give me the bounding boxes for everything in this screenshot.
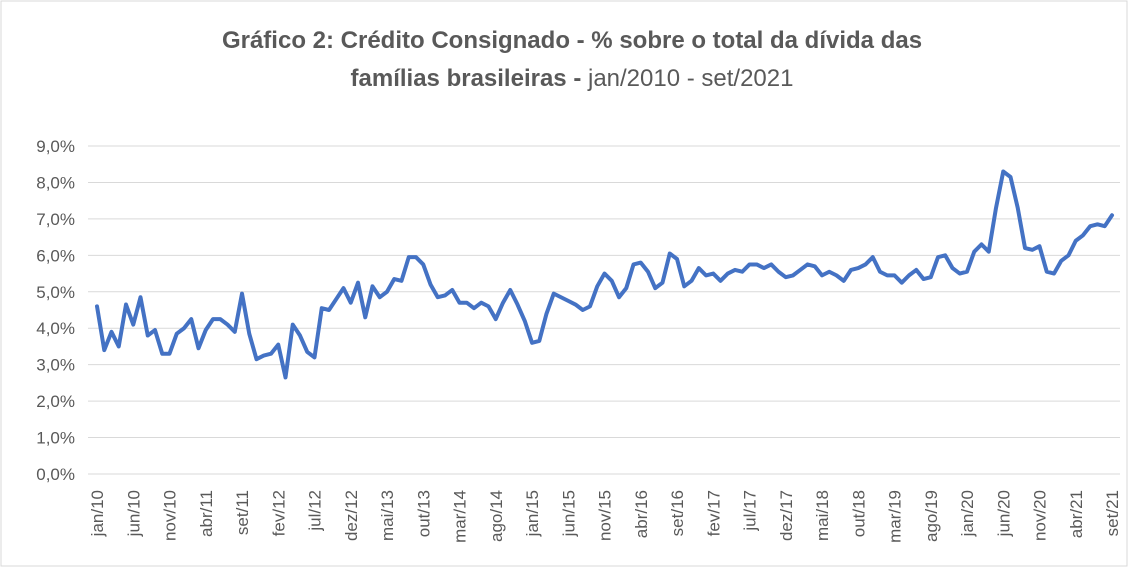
x-tick-label: jun/15 (559, 490, 578, 537)
y-tick-label: 2,0% (36, 392, 75, 411)
x-tick-label: out/13 (414, 490, 433, 537)
y-tick-label: 6,0% (36, 246, 75, 265)
x-tick-label: set/11 (233, 490, 252, 535)
x-tick-label: ago/19 (922, 490, 941, 542)
x-tick-label: nov/15 (596, 490, 615, 541)
x-tick-label: dez/12 (342, 490, 361, 541)
chart-subtitle: jan/2010 - set/2021 (587, 65, 794, 92)
x-tick-label: abr/11 (197, 490, 216, 537)
x-tick-label: mai/18 (813, 490, 832, 541)
y-tick-label: 5,0% (36, 283, 75, 302)
chart-title: famílias brasileiras - (351, 65, 582, 92)
x-tick-label: mai/13 (378, 490, 397, 541)
x-tick-label: jul/17 (741, 490, 760, 532)
x-tick-label: ago/14 (487, 490, 506, 542)
x-tick-label: out/18 (849, 490, 868, 537)
x-tick-label: jan/10 (88, 490, 107, 537)
x-tick-label: mar/14 (451, 490, 470, 543)
x-tick-label: abr/16 (632, 490, 651, 538)
y-tick-label: 9,0% (36, 137, 75, 156)
y-tick-label: 3,0% (36, 356, 75, 375)
y-tick-label: 4,0% (36, 319, 75, 338)
x-tick-label: mar/19 (886, 490, 905, 543)
x-tick-label: set/16 (668, 490, 687, 536)
x-tick-label: jun/20 (994, 490, 1013, 537)
x-tick-label: fev/17 (704, 490, 723, 536)
x-tick-label: abr/21 (1067, 490, 1086, 538)
x-tick-label: dez/17 (777, 490, 796, 541)
y-tick-label: 8,0% (36, 173, 75, 192)
y-tick-label: 0,0% (36, 465, 75, 484)
x-tick-label: nov/20 (1031, 490, 1050, 541)
chart-title: famílias brasileiras - jan/2010 - set/20… (351, 65, 794, 92)
x-tick-label: set/21 (1103, 490, 1122, 536)
y-tick-label: 1,0% (36, 429, 75, 448)
x-tick-label: jan/20 (958, 490, 977, 537)
line-series (95, 169, 1114, 380)
x-tick-label: jan/15 (523, 490, 542, 537)
x-tick-label: fev/12 (269, 490, 288, 536)
x-tick-label: jun/10 (124, 490, 143, 537)
y-tick-label: 7,0% (36, 210, 75, 229)
x-tick-label: jul/12 (306, 490, 325, 532)
x-tick-label: nov/10 (161, 490, 180, 541)
chart-title: Gráfico 2: Crédito Consignado - % sobre … (222, 27, 922, 54)
